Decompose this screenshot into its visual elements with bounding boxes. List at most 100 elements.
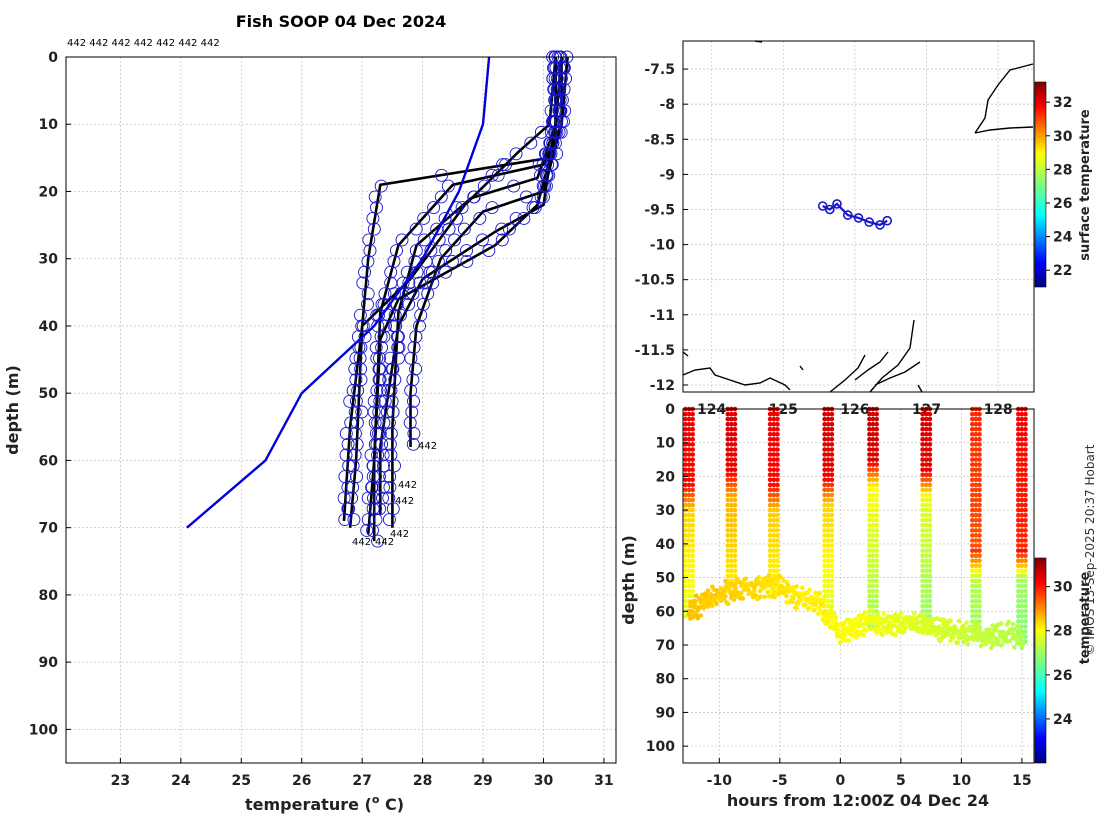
section-point xyxy=(973,447,979,452)
section-point xyxy=(822,487,827,493)
section-point xyxy=(920,472,925,478)
section-point xyxy=(867,492,872,498)
section-point xyxy=(729,518,734,523)
section-bottom-point xyxy=(807,587,812,593)
section-point xyxy=(1019,457,1025,462)
section-point xyxy=(1019,507,1025,513)
section-point xyxy=(874,452,879,457)
section-point xyxy=(1023,442,1028,447)
section-point xyxy=(977,558,982,563)
section-point xyxy=(822,411,827,417)
section-point xyxy=(690,457,695,462)
section-point xyxy=(973,457,979,462)
section-point xyxy=(970,568,975,574)
section-point xyxy=(920,421,925,427)
section-point xyxy=(874,533,879,538)
section-point xyxy=(1016,563,1021,569)
profile-marker xyxy=(383,437,397,451)
section-point xyxy=(1019,432,1025,437)
section-point xyxy=(927,593,933,599)
section-point xyxy=(822,512,827,518)
section-point xyxy=(690,578,695,584)
section-point xyxy=(686,447,692,452)
section-point xyxy=(970,457,975,462)
section-point xyxy=(977,619,982,624)
section-point xyxy=(771,457,777,462)
section-point xyxy=(924,528,929,533)
section-point xyxy=(732,507,738,513)
profile-marker xyxy=(377,297,391,311)
temperature-colorbar xyxy=(1034,557,1047,764)
section-data xyxy=(683,406,1028,651)
section-point xyxy=(690,583,695,589)
section-bottom-point xyxy=(695,615,701,621)
profile-marker xyxy=(410,265,424,279)
y-tick-label: 70 xyxy=(39,521,59,537)
section-point xyxy=(924,588,929,594)
section-point xyxy=(775,497,780,503)
profile-marker xyxy=(384,448,398,462)
section-bottom-point xyxy=(721,588,727,594)
x-tick-label: 30 xyxy=(534,773,554,789)
section-bottom-point xyxy=(827,612,833,617)
section-point xyxy=(683,492,688,498)
profile-ticks: 23 24 25 26 27 28 29 30 31 0 10 20 30 40 50 60 70 80 90 100 xyxy=(29,50,614,789)
section-point xyxy=(729,421,734,427)
section-point xyxy=(977,573,982,579)
section-bottom-point xyxy=(863,628,869,634)
section-point xyxy=(870,442,876,447)
section-point xyxy=(1023,548,1028,553)
section-point xyxy=(775,553,780,558)
profile-marker xyxy=(517,211,531,225)
section-point xyxy=(977,548,982,553)
section-point xyxy=(1023,598,1028,604)
section-point xyxy=(977,598,982,604)
section-point xyxy=(683,573,688,579)
section-point xyxy=(874,477,879,483)
section-point xyxy=(970,533,975,538)
profile-marker xyxy=(362,233,376,247)
profile-marker xyxy=(390,297,403,311)
profile-marker xyxy=(375,341,389,354)
section-point xyxy=(924,416,929,422)
section-point xyxy=(973,593,979,599)
profile-grid xyxy=(66,56,616,763)
section-point xyxy=(1023,482,1028,488)
section-bottom-point xyxy=(978,643,984,648)
section-point xyxy=(732,528,738,533)
section-point xyxy=(927,426,933,432)
section-point xyxy=(690,452,695,457)
x-tick-label: 25 xyxy=(232,773,251,789)
section-bottom-point xyxy=(916,619,921,625)
section-point xyxy=(870,558,876,563)
section-bottom-point xyxy=(999,621,1004,626)
section-point xyxy=(732,452,738,457)
profile-marker xyxy=(389,319,403,333)
profile-marker xyxy=(409,222,423,236)
section-point xyxy=(977,578,982,584)
section-point xyxy=(683,548,688,553)
section-point xyxy=(920,426,925,432)
section-point xyxy=(920,432,925,437)
section-point xyxy=(825,462,831,467)
section-bottom-point xyxy=(881,610,886,616)
profile-marker xyxy=(348,405,362,419)
colorbar-tick-label: 30 xyxy=(1053,129,1073,145)
section-point xyxy=(686,437,692,442)
section-point xyxy=(767,533,773,538)
section-point xyxy=(683,518,688,523)
section-point xyxy=(1023,432,1028,437)
section-point xyxy=(825,593,831,599)
section-point xyxy=(829,533,835,538)
section-point xyxy=(924,563,929,569)
section-point xyxy=(690,487,695,493)
section-point xyxy=(970,477,975,483)
colorbar-tick-label: 24 xyxy=(1053,712,1073,728)
section-point xyxy=(729,543,734,548)
section-point xyxy=(686,573,692,579)
section-point xyxy=(767,528,773,533)
section-point xyxy=(690,472,695,478)
profile-marker xyxy=(351,384,365,397)
section-point xyxy=(977,588,982,594)
section-point xyxy=(732,421,738,427)
